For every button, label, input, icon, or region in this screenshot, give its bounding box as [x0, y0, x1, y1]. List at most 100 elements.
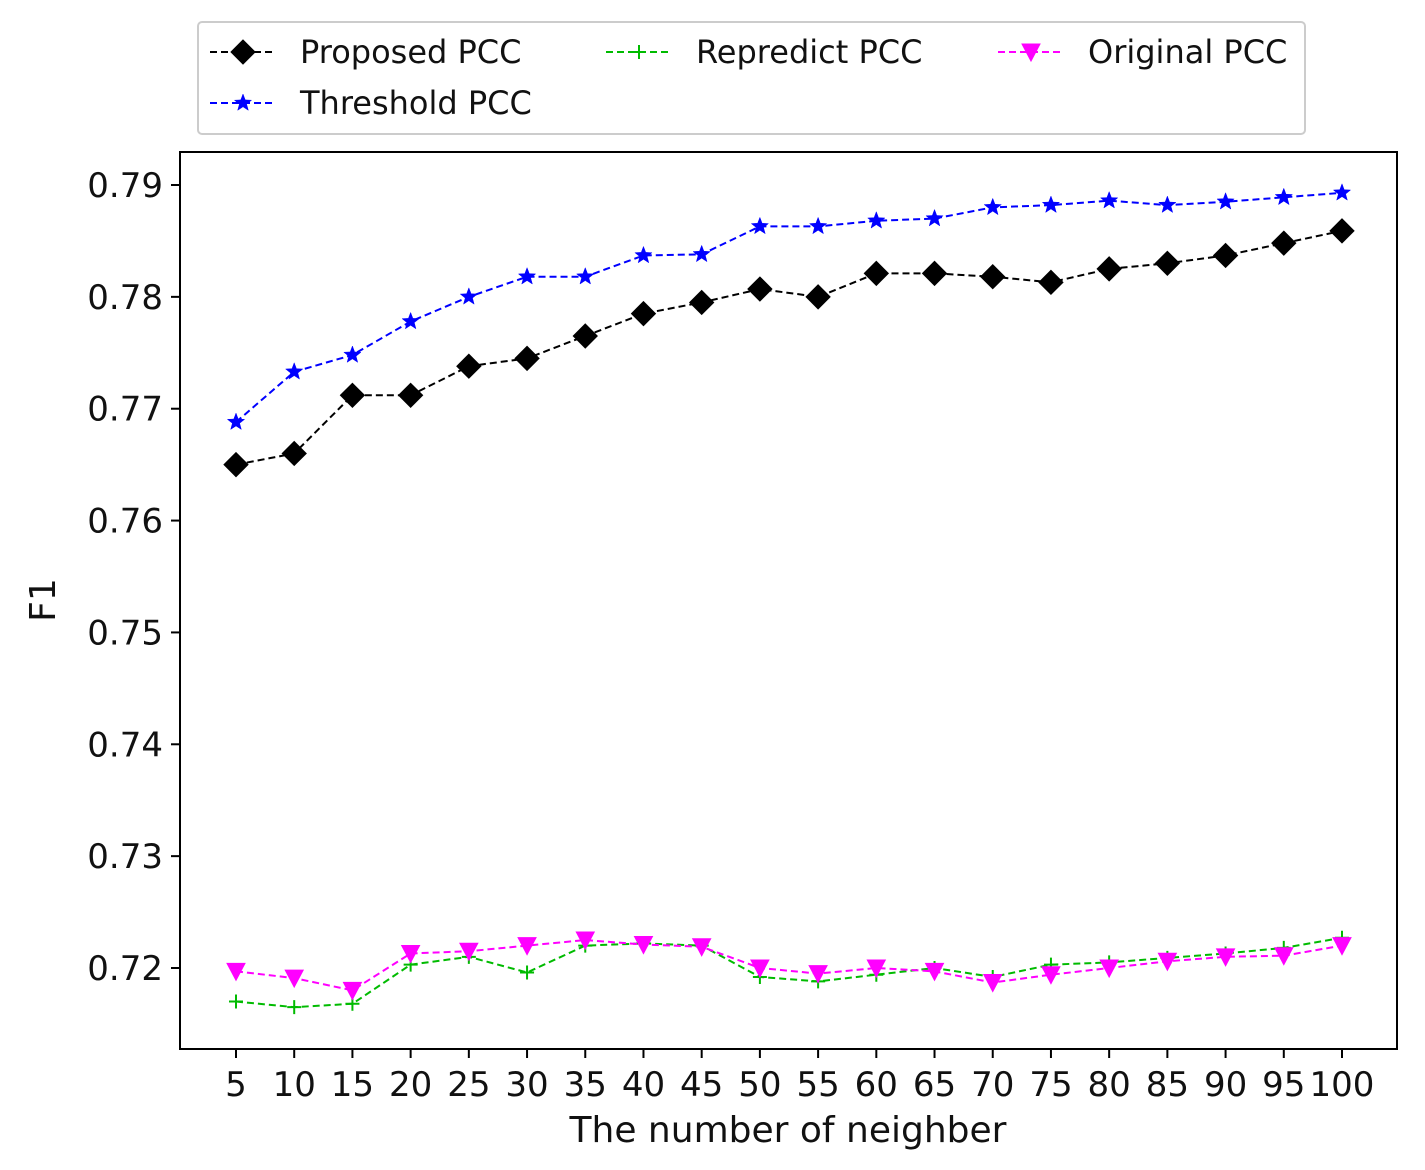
legend-marker — [230, 39, 256, 65]
proposed-pcc-point — [1038, 269, 1064, 296]
x-tick-label: 100 — [1310, 1065, 1375, 1105]
proposed-pcc-point — [1096, 256, 1122, 282]
threshold-pcc-point — [1274, 187, 1294, 206]
original-pcc-point — [691, 938, 712, 957]
x-axis: 5 10 15 20 25 30 35 40 45 50 55 60 65 70 75 80 85 90 95 100 — [225, 1049, 1374, 1105]
proposed-pcc-point — [456, 353, 482, 379]
threshold-pcc-point — [1158, 195, 1177, 213]
y-tick-label: 0.78 — [87, 278, 163, 318]
threshold-pcc-point — [459, 287, 479, 305]
original-pcc-point — [1099, 959, 1119, 979]
threshold-pcc-point — [1041, 195, 1061, 213]
threshold-pcc-line — [235, 191, 1343, 423]
original-pcc-series — [226, 931, 1352, 1001]
x-tick-label: 45 — [680, 1065, 723, 1105]
y-tick-label: 0.75 — [87, 613, 163, 653]
x-tick-label: 20 — [389, 1065, 432, 1105]
original-pcc-point — [1041, 966, 1061, 985]
x-tick-label: 65 — [913, 1065, 956, 1105]
original-pcc-point — [459, 942, 479, 962]
threshold-pcc-point — [692, 244, 711, 263]
y-tick-label: 0.73 — [87, 837, 163, 877]
threshold-pcc-point — [517, 267, 537, 285]
original-pcc-line — [235, 939, 1343, 992]
threshold-pcc-series — [226, 183, 1352, 430]
proposed-pcc-point — [980, 264, 1006, 290]
threshold-pcc-point — [226, 412, 246, 430]
x-tick-label: 30 — [505, 1065, 548, 1105]
plot-frame — [179, 151, 1398, 1050]
original-pcc-point — [866, 959, 887, 979]
original-pcc-point — [342, 981, 363, 1001]
threshold-pcc-point — [1332, 183, 1352, 201]
x-tick-label: 95 — [1262, 1065, 1305, 1105]
legend-marker — [632, 45, 646, 59]
x-tick-label: 55 — [796, 1065, 839, 1105]
x-axis-label: The number of neighber — [569, 1110, 1007, 1151]
x-tick-label: 5 — [225, 1065, 247, 1105]
original-pcc-point — [575, 931, 596, 951]
proposed-pcc-point — [805, 284, 831, 310]
x-tick-label: 35 — [564, 1065, 607, 1105]
threshold-pcc-point — [1216, 192, 1235, 210]
proposed-pcc-point — [514, 345, 540, 372]
x-tick-label: 50 — [738, 1065, 781, 1105]
legend-label: Proposed PCC — [300, 33, 521, 71]
legend-item-proposed-pcc: Proposed PCC — [210, 33, 521, 71]
threshold-pcc-point — [634, 245, 653, 264]
proposed-pcc-point — [1271, 230, 1297, 256]
original-pcc-point — [284, 969, 305, 989]
x-tick-label: 40 — [622, 1065, 665, 1105]
threshold-pcc-point — [925, 208, 944, 227]
proposed-pcc-point — [572, 323, 598, 349]
x-tick-label: 60 — [855, 1065, 898, 1105]
original-pcc-point — [1332, 937, 1352, 956]
x-tick-label: 70 — [971, 1065, 1014, 1105]
original-pcc-point — [226, 962, 246, 982]
original-pcc-point — [1273, 947, 1294, 966]
proposed-pcc-point — [747, 276, 773, 302]
proposed-pcc-point — [688, 289, 715, 316]
y-axis: 0.72 0.73 0.74 0.75 0.76 0.77 0.78 0.79 — [87, 166, 180, 989]
proposed-pcc-point — [1212, 242, 1239, 269]
threshold-pcc-point — [343, 345, 362, 363]
y-tick-label: 0.72 — [87, 949, 163, 989]
series-layer — [223, 183, 1355, 1015]
original-pcc-point — [1215, 948, 1236, 967]
proposed-pcc-point — [921, 260, 948, 287]
x-tick-label: 75 — [1029, 1065, 1072, 1105]
legend-marker — [1021, 43, 1041, 63]
repredict-pcc-point — [520, 965, 535, 980]
proposed-pcc-point — [397, 382, 424, 408]
original-pcc-point — [982, 974, 1003, 993]
original-pcc-point — [1157, 952, 1178, 972]
legend-label: Repredict PCC — [696, 33, 922, 71]
legend-label: Original PCC — [1088, 33, 1287, 71]
repredict-pcc-point — [287, 1000, 302, 1015]
x-tick-label: 85 — [1146, 1065, 1189, 1105]
original-pcc-point — [400, 944, 421, 964]
x-tick-label: 90 — [1204, 1065, 1247, 1105]
threshold-pcc-point — [576, 267, 595, 285]
threshold-pcc-point — [867, 211, 886, 229]
proposed-pcc-point — [630, 300, 657, 327]
y-tick-label: 0.77 — [87, 390, 163, 430]
threshold-pcc-point — [284, 362, 304, 380]
repredict-pcc-point — [229, 994, 243, 1009]
x-tick-label: 15 — [331, 1065, 374, 1105]
legend-item-original-pcc: Original PCC — [998, 33, 1287, 71]
original-pcc-point — [924, 962, 945, 982]
proposed-pcc-series — [223, 218, 1355, 478]
proposed-pcc-point — [223, 451, 249, 478]
original-pcc-point — [808, 965, 828, 984]
y-tick-label: 0.79 — [87, 166, 163, 206]
x-tick-label: 25 — [447, 1065, 490, 1105]
threshold-pcc-point — [750, 216, 770, 235]
x-tick-label: 10 — [273, 1065, 316, 1105]
x-tick-label: 80 — [1088, 1065, 1131, 1105]
proposed-pcc-point — [1329, 218, 1355, 244]
y-tick-label: 0.76 — [87, 502, 163, 542]
legend-label: Threshold PCC — [299, 84, 532, 122]
legend: Proposed PCC Repredict PCC Original PCC Thr… — [197, 21, 1306, 135]
